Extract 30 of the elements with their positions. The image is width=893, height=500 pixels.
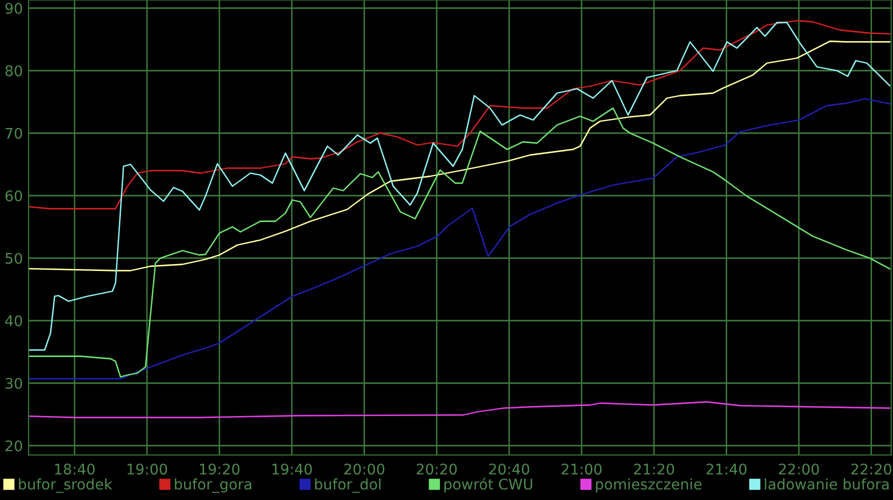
x-tick-label: 22:00 — [778, 464, 819, 475]
x-tick-label: 21:00 — [562, 464, 602, 475]
y-tick-label: 80 — [5, 65, 22, 76]
y-tick-label: 40 — [5, 315, 22, 326]
x-tick-label: 18:40 — [55, 464, 95, 475]
legend-label: pomieszczenie — [596, 478, 702, 492]
y-tick-label: 20 — [6, 440, 22, 452]
line-series — [28, 20, 890, 210]
legend-label: bufor_dol — [315, 478, 381, 493]
x-tick-label: 20:00 — [344, 464, 384, 475]
line-series — [28, 40, 890, 272]
y-tick-label: 70 — [6, 128, 22, 139]
legend-label: bufor_gora — [174, 478, 252, 493]
y-tick-label: 30 — [6, 378, 22, 389]
y-tick-label: 60 — [5, 190, 22, 202]
x-tick-label: 19:40 — [272, 464, 312, 475]
x-tick-label: 20:20 — [416, 464, 457, 475]
x-tick-label: 22:20 — [851, 464, 892, 475]
x-tick-label: 19:20 — [200, 464, 240, 475]
legend-label: powrót CWU — [444, 478, 532, 492]
line-series — [28, 22, 890, 351]
y-tick-label: 50 — [6, 252, 22, 264]
x-tick-label: 21:40 — [706, 464, 746, 475]
line-series — [28, 401, 890, 418]
x-tick-label: 20:40 — [489, 464, 530, 475]
legend-label: ladowanie bufora — [764, 478, 889, 490]
x-tick-label: 21:20 — [634, 464, 674, 475]
x-tick-label: 19:00 — [128, 464, 168, 475]
y-tick-label: 90 — [5, 2, 22, 14]
legend-label: bufor_srodek — [18, 478, 112, 493]
